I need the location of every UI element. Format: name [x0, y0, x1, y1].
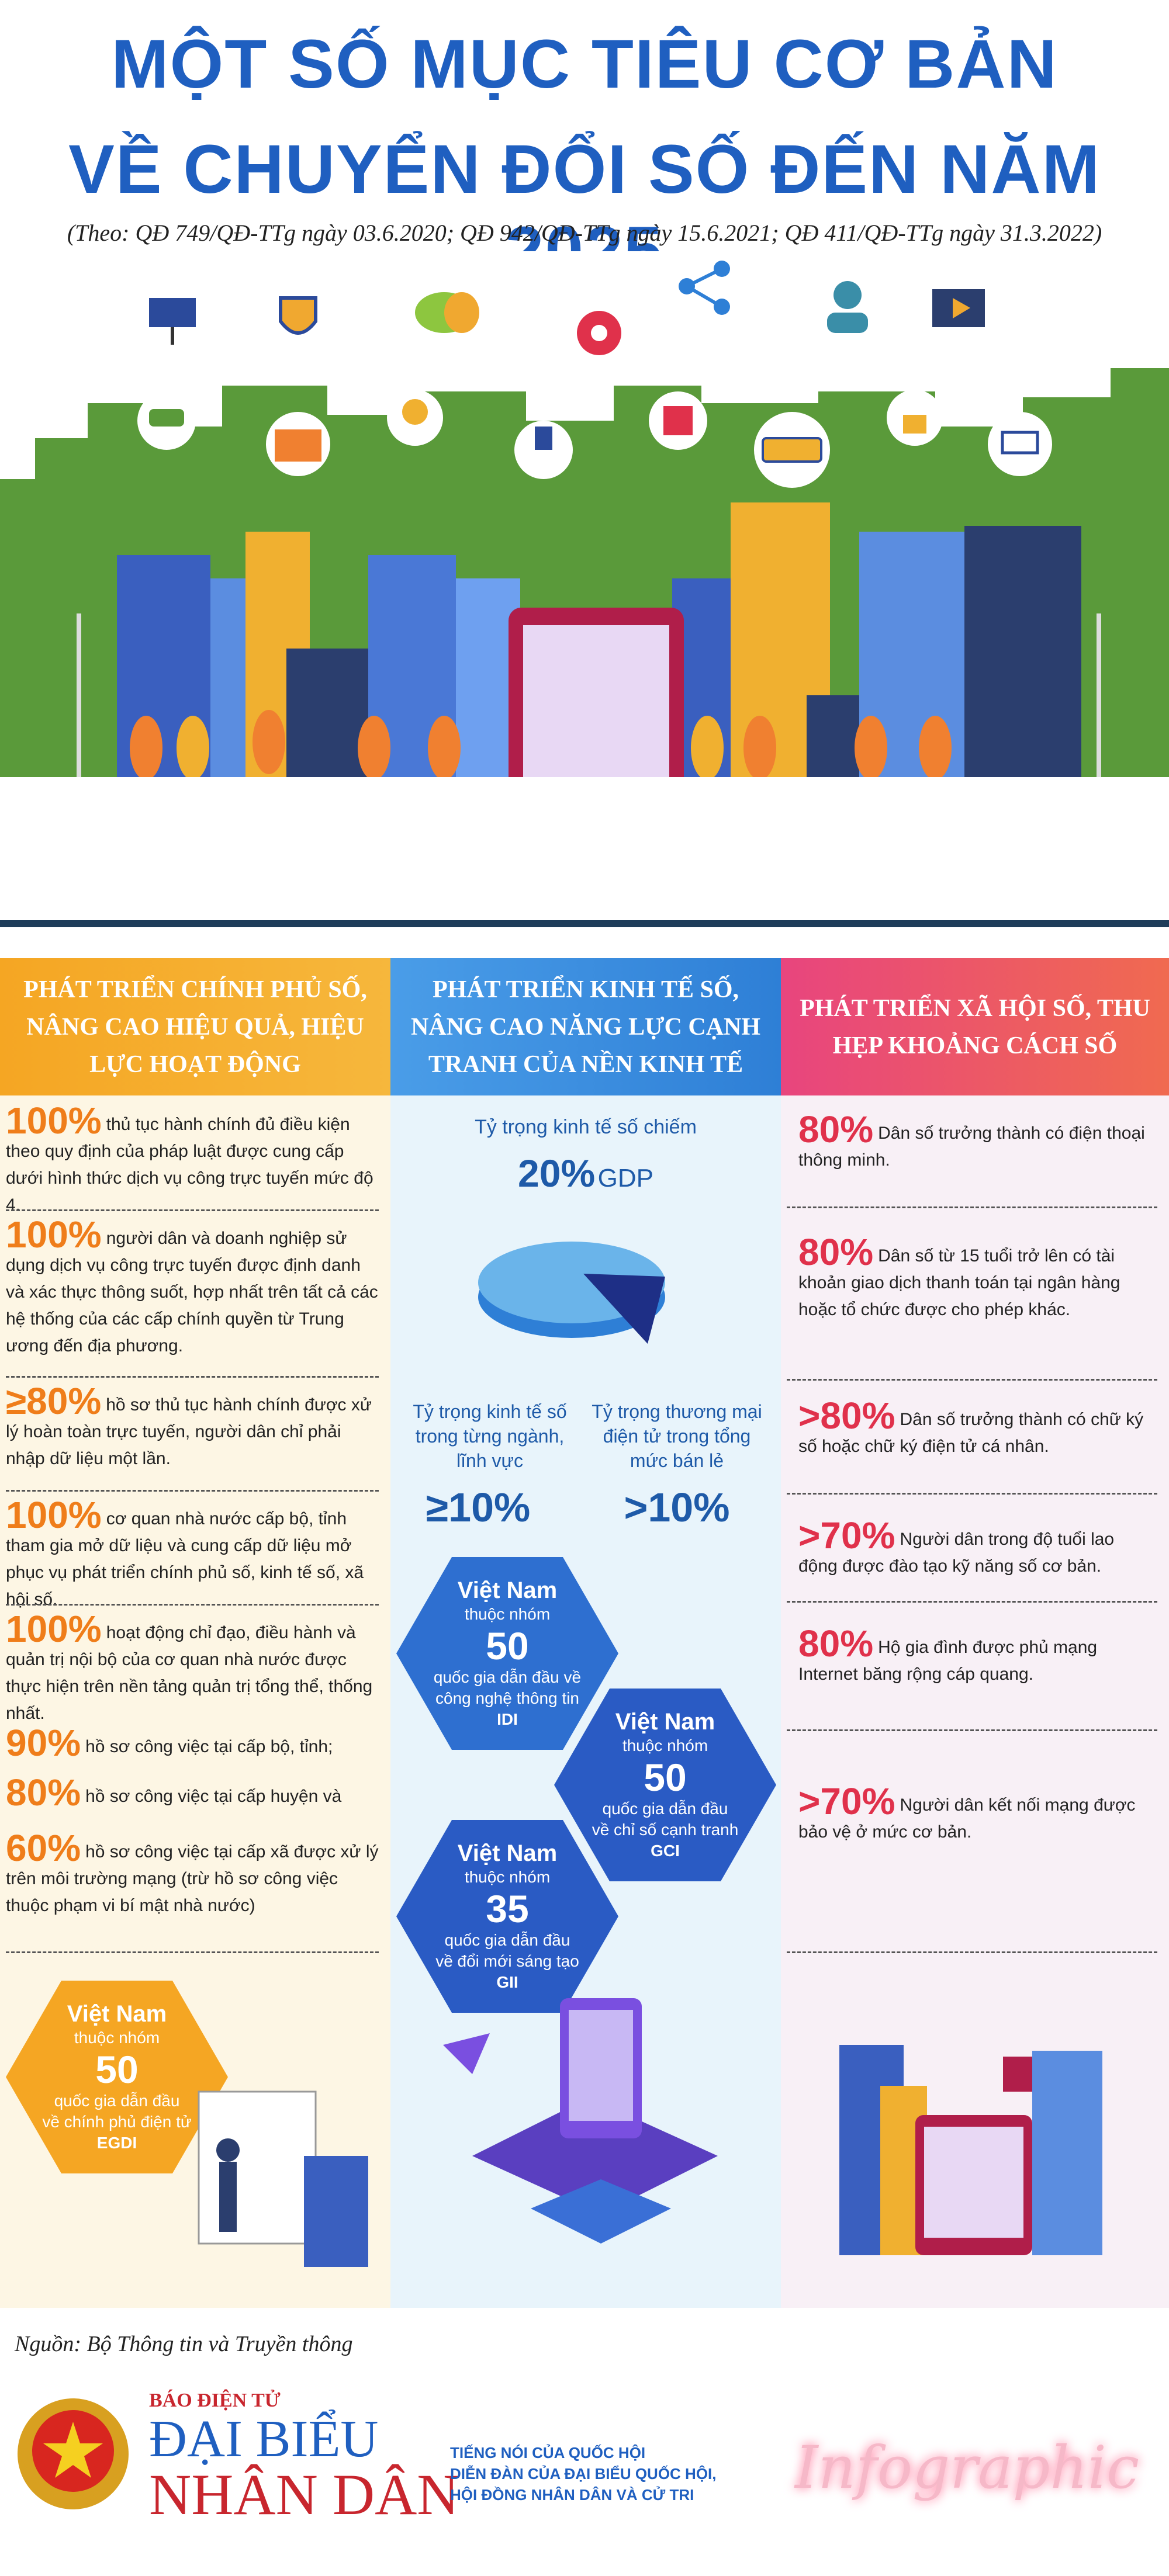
stat2-label: Tỷ trọng thương mại điện tử trong tổng m…	[592, 1401, 762, 1471]
gov-item-7: 80% hồ sơ công việc tại cấp huyện và	[6, 1771, 342, 1814]
footer: Nguồn: Bộ Thông tin và Truyền thông BÁO …	[0, 2308, 1169, 2576]
brand-line2: NHÂN DÂN	[149, 2462, 459, 2527]
share-label: Tỷ trọng kinh tế số chiếm	[475, 1116, 697, 1138]
gov-item-4: 100% cơ quan nhà nước cấp bộ, tỉnh tham g…	[6, 1494, 364, 1609]
solar-panel-icon	[149, 298, 196, 345]
society-item-6: >70% Người dân kết nối mạng được bảo vệ ở…	[798, 1780, 1136, 1842]
brand-small: BÁO ĐIỆN TỬ	[149, 2390, 281, 2411]
city-phone-illustration	[839, 2045, 1102, 2255]
column-economy: PHÁT TRIỂN KINH TẾ SỐ, NÂNG CAO NĂNG LỰC…	[390, 958, 781, 2308]
car-icon	[137, 391, 196, 450]
building	[964, 526, 1081, 777]
brand-line1: ĐẠI BIỂU	[149, 2410, 379, 2468]
source-text: Nguồn: Bộ Thông tin và Truyền thông	[15, 2332, 353, 2356]
share-value: 20% GDP	[518, 1152, 653, 1195]
government-header: PHÁT TRIỂN CHÍNH PHỦ SỐ, NÂNG CAO HIỆU Q…	[0, 958, 390, 1095]
city-illustration	[0, 251, 1169, 923]
column-government: PHÁT TRIỂN CHÍNH PHỦ SỐ, NÂNG CAO HIỆU Q…	[0, 958, 390, 2308]
main-title-line1: MỘT SỐ MỤC TIÊU CƠ BẢN	[111, 26, 1058, 103]
cart-icon	[988, 412, 1052, 476]
gci-hexagon: Việt Nam thuộc nhóm 50 quốc gia dẫn đầu …	[554, 1689, 776, 1881]
user-icon	[827, 281, 868, 333]
society-item-4: >70% Người dân trong độ tuổi lao động đượ…	[798, 1514, 1115, 1576]
stat1-value: ≥10%	[426, 1485, 531, 1530]
share-icon	[679, 261, 730, 315]
stat1-label: Tỷ trọng kinh tế số trong từng ngành, lĩ…	[413, 1401, 567, 1471]
society-header: PHÁT TRIỂN XÃ HỘI SỐ, THU HẸP KHOẢNG CÁC…	[781, 958, 1169, 1095]
mail-icon	[266, 412, 330, 476]
idi-hexagon: Việt Nam thuộc nhóm 50 quốc gia dẫn đầu …	[396, 1557, 618, 1750]
economy-header: PHÁT TRIỂN KINH TẾ SỐ, NÂNG CAO NĂNG LỰC…	[390, 958, 781, 1095]
bulb-icon	[387, 390, 443, 446]
shield-icon	[279, 296, 317, 335]
society-item-2: 80% Dân số từ 15 tuổi trở lên có tài khoả…	[798, 1231, 1120, 1319]
gov-item-3: ≥80% hồ sơ thủ tục hành chính được xử lý …	[6, 1380, 372, 1468]
gov-item-5: 100% hoạt động chỉ đạo, điều hành và quản…	[6, 1608, 373, 1723]
society-item-1: 80% Dân số trưởng thành có điện thoại thô…	[798, 1108, 1145, 1170]
video-icon	[932, 289, 985, 327]
gear-icon	[577, 311, 621, 355]
gov-item-2: 100% người dân và doanh nghiệp sử dụng dị…	[6, 1214, 378, 1355]
ecommerce-illustration	[443, 1998, 718, 2244]
gov-item-8: 60% hồ sơ công việc tại cấp xã được xử lý…	[6, 1827, 379, 1915]
gov-item-1: 100% thủ tục hành chính đủ điều kiện theo…	[6, 1100, 373, 1215]
stat2-value: >10%	[624, 1485, 730, 1530]
society-item-5: 80% Hộ gia đình được phủ mạng Internet bă…	[798, 1622, 1098, 1684]
document-illustration	[198, 2090, 368, 2267]
egdi-hexagon: Việt Nam thuộc nhóm 50 quốc gia dẫn đầu …	[6, 1981, 228, 2173]
column-society: PHÁT TRIỂN XÃ HỘI SỐ, THU HẸP KHOẢNG CÁC…	[781, 958, 1169, 2308]
section-divider	[0, 920, 1169, 927]
lock-icon	[887, 390, 943, 446]
bag-icon	[649, 391, 707, 450]
gov-item-6: 90% hồ sơ công việc tại cấp bộ, tỉnh;	[6, 1722, 333, 1764]
tagline: TIẾNG NÓI CỦA QUỐC HỘI DIỄN ĐÀN CỦA ĐẠI …	[450, 2444, 717, 2504]
leaf-icon	[415, 292, 479, 333]
national-emblem-logo	[18, 2398, 129, 2509]
infographic-badge: Infographic	[795, 2433, 1139, 2502]
trees	[130, 710, 952, 780]
subtitle: (Theo: QĐ 749/QĐ-TTg ngày 03.6.2020; QĐ …	[67, 220, 1102, 246]
society-item-3: >80% Dân số trưởng thành có chữ ký số hoặ…	[798, 1395, 1144, 1456]
battery-icon	[754, 412, 830, 488]
plug-icon	[514, 421, 573, 479]
pie-chart-20-percent	[478, 1242, 665, 1344]
